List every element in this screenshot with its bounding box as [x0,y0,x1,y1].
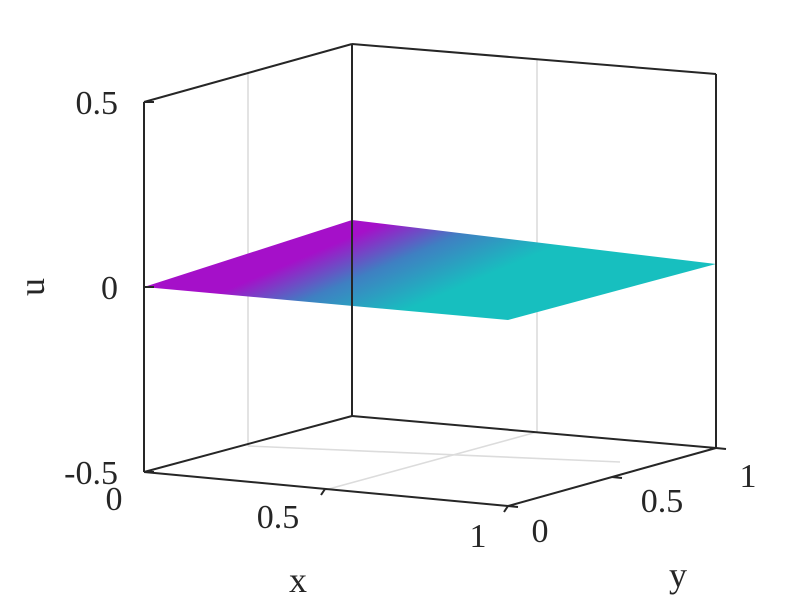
y-tick [507,505,519,508]
x-tick-label: 0 [106,481,123,518]
floor-gridline [247,445,621,463]
x-tick-label: 0.5 [257,499,300,536]
y-axis-label: y [669,555,687,595]
floor-left-edge [143,415,353,473]
x-axis-label: x [289,560,307,600]
z-tick-label: 0 [101,270,118,307]
z-axis-label: u [12,278,52,296]
top-right-edge [351,43,717,75]
y-tick-label: 0.5 [641,483,684,520]
x-tick-label: 1 [470,518,487,555]
z-tick-label: 0.5 [76,85,119,122]
y-tick [611,476,623,479]
y-tick-label: 0 [532,513,549,550]
y-tick-labels: 0 0.5 1 [532,458,757,550]
z-tick-labels: 0.5 0 -0.5 [64,85,118,492]
x-tick [320,488,326,496]
y-tick-label: 1 [740,458,757,495]
surface [144,220,716,320]
tick-marks [144,101,727,513]
x-axis-line [143,471,509,507]
x-tick-labels: 0 0.5 1 [106,481,487,555]
floor-back-edge [351,415,717,449]
z-tick-label: -0.5 [64,455,118,492]
top-left-edge [143,43,353,103]
y-tick [715,447,727,450]
x-tick [503,505,509,513]
floor-gridline [324,431,538,491]
